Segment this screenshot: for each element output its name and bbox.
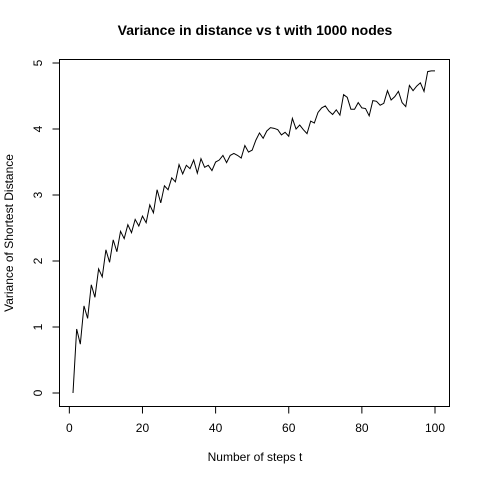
x-tick-label: 100 — [425, 421, 445, 435]
y-tick-label: 0 — [31, 389, 45, 396]
plot-frame — [59, 59, 450, 407]
series-group — [72, 70, 435, 394]
y-tick-label: 2 — [31, 257, 45, 264]
x-tick-label: 60 — [282, 421, 296, 435]
chart-title: Variance in distance vs t with 1000 node… — [118, 22, 393, 38]
x-tick-label: 80 — [355, 421, 369, 435]
y-axis-label: Variance of Shortest Distance — [2, 154, 16, 312]
x-axis: 0 20 40 60 80 100 — [66, 406, 445, 435]
y-tick-label: 4 — [31, 125, 45, 132]
x-tick-label: 40 — [209, 421, 223, 435]
x-tick-label: 20 — [136, 421, 150, 435]
y-axis: 0 1 2 3 4 5 — [31, 59, 60, 396]
x-tick-label: 0 — [66, 421, 73, 435]
y-tick-label: 5 — [31, 59, 45, 66]
y-tick-label: 3 — [31, 191, 45, 198]
x-axis-label: Number of steps t — [208, 450, 303, 464]
y-tick-label: 1 — [31, 323, 45, 330]
series-line — [72, 70, 435, 394]
